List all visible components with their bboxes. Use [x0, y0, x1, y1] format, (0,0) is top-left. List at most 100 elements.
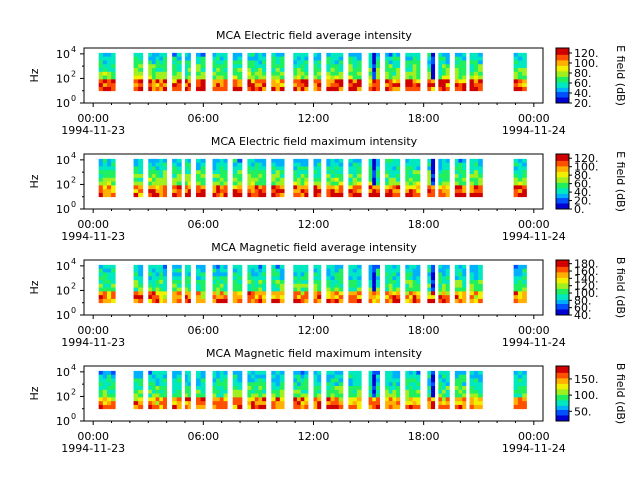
- svg-text:10: 10: [56, 284, 70, 297]
- colorbar-tick-label: 80.: [574, 169, 592, 182]
- colorbar-tick-label: 120.: [574, 152, 599, 165]
- data-segment: [326, 370, 344, 410]
- y-tick-label: 10 4: [56, 45, 76, 61]
- data-segment: [438, 370, 450, 410]
- colorbar-tick-label: 80.: [574, 67, 592, 80]
- data-segment: [326, 264, 344, 304]
- colorbar-tick-label: 120.: [574, 47, 599, 60]
- svg-text:2: 2: [71, 387, 76, 396]
- data-segment: [148, 264, 168, 304]
- colorbar-tick-label: 20.: [574, 195, 592, 208]
- data-segment: [368, 158, 380, 198]
- svg-text:10: 10: [56, 97, 70, 110]
- data-segment: [348, 264, 362, 304]
- x-date-end: 1994-11-24: [502, 124, 566, 137]
- data-segment: [427, 158, 436, 198]
- data-segment: [326, 158, 344, 198]
- svg-text:0: 0: [71, 200, 76, 209]
- y-tick-label: 10 4: [56, 151, 76, 167]
- colorbar: 0.20.40.60.80.100.120. E field (dB): [555, 151, 627, 216]
- x-tick-label: 18:00: [408, 218, 440, 231]
- colorbar-label: B field (dB): [614, 257, 627, 318]
- y-tick-label: 10 2: [56, 69, 76, 85]
- data-segment: [513, 370, 527, 410]
- y-axis-label: Hz: [28, 174, 41, 188]
- data-segment: [271, 264, 285, 304]
- data-segment: [368, 370, 380, 410]
- data-segment: [513, 52, 527, 92]
- data-segment: [133, 158, 144, 198]
- x-date-start: 1994-11-23: [61, 442, 125, 455]
- data-segment: [405, 370, 421, 410]
- x-tick-label: 18:00: [408, 430, 440, 443]
- data-segment: [469, 370, 483, 410]
- data-segment: [247, 158, 267, 198]
- colorbar-tick-label: 40.: [574, 309, 592, 322]
- y-tick-label: 10 0: [56, 412, 76, 428]
- colorbar-label: E field (dB): [614, 45, 627, 106]
- data-segment: [196, 52, 206, 92]
- data-segment: [313, 370, 322, 410]
- colorbar-tick-label: 120.: [574, 280, 599, 293]
- data-segment: [184, 52, 191, 92]
- colorbar: 40.60.80.100.120.140.160.180. B field (dB…: [555, 257, 627, 322]
- data-segment: [148, 52, 168, 92]
- colorbar: 20.40.60.80.100.120. E field (dB): [555, 45, 627, 110]
- y-tick-label: 10 0: [56, 200, 76, 216]
- data-segment: [293, 158, 309, 198]
- data-segment: [232, 52, 243, 92]
- svg-text:2: 2: [71, 175, 76, 184]
- data-segment: [172, 370, 182, 410]
- x-date-start: 1994-11-23: [61, 230, 125, 243]
- data-segment: [232, 264, 243, 304]
- colorbar-tick-label: 60.: [574, 77, 592, 90]
- colorbar-tick-label: 140.: [574, 272, 599, 285]
- colorbar-tick-label: 150.: [574, 373, 599, 386]
- data-segment: [98, 158, 116, 198]
- svg-text:4: 4: [71, 45, 76, 54]
- colorbar-tick-label: 100.: [574, 57, 599, 70]
- panel-title: MCA Electric field maximum intensity: [211, 135, 418, 148]
- x-tick-label: 12:00: [298, 430, 330, 443]
- data-segment: [454, 52, 467, 92]
- data-segment: [98, 370, 116, 410]
- x-tick-label: 06:00: [187, 430, 219, 443]
- colorbar-tick-label: 50.: [574, 405, 592, 418]
- data-segment: [196, 264, 206, 304]
- y-tick-label: 10 4: [56, 363, 76, 379]
- colorbar-tick-label: 0.: [574, 203, 585, 216]
- data-segment: [438, 158, 450, 198]
- y-tick-label: 10 0: [56, 306, 76, 322]
- data-segment: [232, 158, 243, 198]
- colorbar: 50. 100. 150. B field (dB): [555, 363, 627, 424]
- data-segment: [98, 52, 116, 92]
- colorbar-tick-label: 20.: [574, 97, 592, 110]
- y-tick-label: 10 2: [56, 175, 76, 191]
- data-segment: [385, 264, 401, 304]
- y-tick-label: 10 2: [56, 387, 76, 403]
- x-tick-label: 00:00: [518, 324, 550, 337]
- svg-text:4: 4: [71, 257, 76, 266]
- svg-text:4: 4: [71, 363, 76, 372]
- svg-text:10: 10: [56, 154, 70, 167]
- colorbar-tick-label: 40.: [574, 87, 592, 100]
- x-tick-label: 06:00: [187, 218, 219, 231]
- data-segment: [438, 264, 450, 304]
- data-segment: [348, 52, 362, 92]
- data-segment: [293, 370, 309, 410]
- svg-text:10: 10: [56, 309, 70, 322]
- y-tick-label: 10 2: [56, 281, 76, 297]
- data-segment: [313, 52, 322, 92]
- data-segment: [184, 158, 191, 198]
- svg-text:10: 10: [56, 390, 70, 403]
- svg-text:10: 10: [56, 366, 70, 379]
- colorbar-label: B field (dB): [614, 363, 627, 424]
- data-segment: [212, 52, 228, 92]
- svg-text:10: 10: [56, 48, 70, 61]
- x-date-start: 1994-11-23: [61, 336, 125, 349]
- colorbar-tick-label: 80.: [574, 294, 592, 307]
